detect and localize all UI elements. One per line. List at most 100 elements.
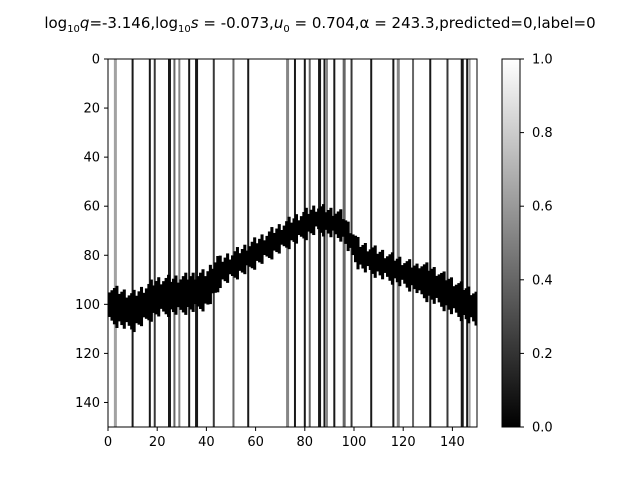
ridge-cell — [208, 264, 212, 305]
ridge-cell — [282, 225, 286, 247]
y-tick-label: 140 — [75, 396, 100, 411]
ridge-cell — [385, 256, 390, 277]
ridge-cell — [157, 277, 161, 317]
vertical-streak — [466, 59, 469, 427]
vertical-streak — [460, 59, 464, 427]
ridge-cell — [250, 241, 254, 269]
colorbar-tick-label: 0.0 — [532, 421, 553, 436]
vertical-streak — [392, 59, 395, 427]
y-tick-label: 60 — [83, 200, 100, 215]
ridge-cell — [459, 281, 463, 322]
ridge-cell — [346, 221, 350, 252]
ridge-cell — [218, 255, 222, 289]
ridge-cell — [179, 279, 183, 310]
ridge-cell — [144, 288, 148, 319]
vertical-streak — [232, 59, 235, 427]
ridge-cell — [243, 244, 247, 275]
ridge-cell — [366, 251, 370, 267]
ridge-cell — [309, 209, 313, 234]
vertical-streak — [303, 59, 306, 427]
ridge-cell — [405, 261, 409, 288]
ridge-cell — [191, 272, 195, 312]
ridge-cell — [117, 293, 121, 322]
ridge-cell — [112, 288, 116, 325]
heatmap-image — [108, 59, 477, 427]
vertical-streak — [153, 59, 156, 427]
ridge-cell — [361, 244, 365, 269]
ridge-cell — [344, 220, 348, 244]
x-tick-label: 0 — [104, 435, 112, 450]
ridge-cell — [139, 286, 144, 327]
ridge-cell — [211, 268, 215, 294]
ridge-cell — [149, 279, 153, 322]
ridge-cell — [240, 249, 244, 273]
ridge-cell — [457, 283, 461, 317]
ridge-cell — [253, 237, 257, 270]
ridge-cell — [420, 266, 424, 295]
ridge-cell — [297, 220, 301, 236]
ridge-cell — [398, 256, 402, 287]
y-axis: 0 20 40 60 80 100 120 140 — [75, 53, 108, 411]
ridge-cell — [203, 276, 207, 304]
ridge-cell — [154, 281, 158, 315]
vertical-streak — [370, 59, 373, 427]
ridge-cell — [196, 276, 200, 307]
ridge-cell — [147, 283, 151, 321]
ridge-cell — [223, 257, 227, 282]
ridge-cell — [122, 289, 126, 329]
ridge-cell — [474, 291, 477, 326]
ridge-cell — [135, 295, 139, 324]
ridge-cell — [221, 261, 225, 280]
ridge-cell — [169, 281, 173, 310]
ridge-cell — [351, 234, 355, 256]
ridge-cell — [181, 276, 185, 313]
ridge-cell — [312, 205, 316, 236]
ridge-cell — [425, 262, 429, 303]
ridge-cell — [324, 212, 328, 230]
ridge-cell — [376, 253, 380, 272]
ridge-cell — [356, 236, 360, 270]
y-tick-label: 80 — [83, 249, 100, 264]
ridge-cell — [354, 235, 358, 263]
ridge-cell — [290, 222, 294, 241]
chart-title: log10q=-3.146,log10s = -0.073,u0 = 0.704… — [44, 14, 595, 35]
ridge-cell — [262, 240, 267, 256]
ridge-cell — [417, 268, 422, 291]
ridge-cell — [294, 214, 299, 244]
ridge-cell — [317, 208, 321, 230]
ridge-cell — [334, 213, 338, 235]
y-tick-label: 100 — [75, 298, 100, 313]
ridge-cell — [462, 289, 466, 316]
ridge-cell — [442, 271, 446, 312]
ridge-cell — [373, 245, 377, 278]
ridge-cell — [125, 297, 129, 323]
ridge-cell — [400, 265, 404, 280]
vertical-streak — [148, 59, 151, 427]
colorbar-tick-label: 1.0 — [532, 53, 553, 68]
ridge-cell — [267, 231, 271, 258]
ridge-cell — [383, 258, 387, 273]
ridge-cell — [110, 290, 114, 321]
ridge-cell — [226, 253, 230, 283]
vertical-streak — [178, 59, 181, 427]
ridge-cell — [201, 269, 205, 312]
ridge-cell — [142, 292, 146, 318]
vertical-streak — [195, 59, 199, 427]
ridge-cell — [127, 295, 131, 326]
vertical-streak — [168, 59, 171, 427]
ridge-cell — [432, 267, 436, 304]
ridge-cell — [302, 211, 306, 239]
x-tick-label: 20 — [149, 435, 166, 450]
ridge-cell — [322, 204, 326, 237]
colorbar-tick-label: 0.4 — [532, 273, 553, 288]
x-tick-label: 140 — [440, 435, 465, 450]
vertical-streak — [318, 59, 322, 427]
y-tick-label: 120 — [75, 347, 100, 362]
vertical-streak — [188, 59, 191, 427]
ridge-cell — [307, 213, 311, 232]
vertical-streak — [173, 59, 176, 427]
ridge-cell — [427, 270, 431, 296]
ridge-cell — [454, 284, 458, 313]
ridge-cell — [152, 285, 156, 313]
vertical-streak — [446, 59, 449, 427]
